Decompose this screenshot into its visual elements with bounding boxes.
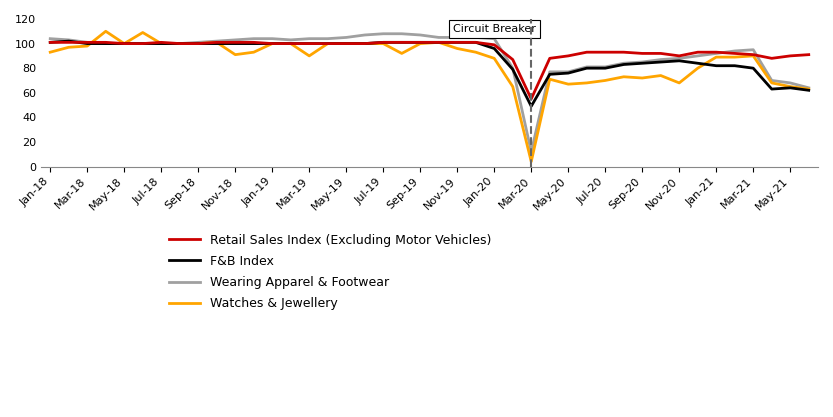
Text: Circuit Breaker: Circuit Breaker [453,24,536,34]
Legend: Retail Sales Index (Excluding Motor Vehicles), F&B Index, Wearing Apparel & Foot: Retail Sales Index (Excluding Motor Vehi… [164,229,496,315]
